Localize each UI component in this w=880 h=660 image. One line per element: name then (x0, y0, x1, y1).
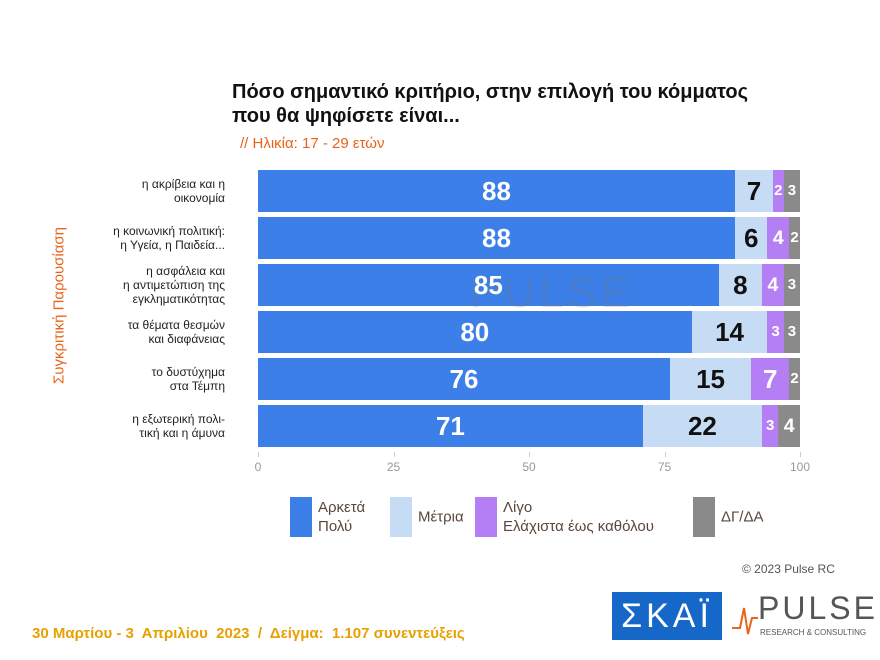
bar-segment (258, 311, 692, 353)
legend-label: Αρκετά Πολύ (318, 499, 366, 535)
category-label: η ασφάλεια και η αντιμετώπιση της εγκλημ… (123, 264, 225, 306)
legend-swatch (693, 497, 715, 537)
bar-segment (767, 311, 784, 353)
skai-logo: ΣΚΑΪ (612, 592, 722, 640)
value-label: 4 (772, 227, 784, 249)
value-label: 85 (473, 270, 503, 300)
category-label: η εξωτερική πολι- τική και η άμυνα (132, 412, 225, 440)
category-label: το δυστύχημα στα Τέμπη (151, 365, 225, 393)
value-label: 7 (762, 364, 778, 394)
watermark: PULSE (470, 268, 635, 317)
pulse-logo-sub: RESEARCH & CONSULTING (760, 628, 867, 637)
value-label: 2 (774, 182, 783, 199)
bar-segment (734, 170, 773, 212)
value-label: 6 (743, 223, 759, 253)
value-label: 22 (687, 411, 717, 441)
value-label: 15 (696, 364, 726, 394)
x-tick (664, 452, 666, 457)
x-tick (800, 452, 801, 457)
value-label: 4 (767, 274, 779, 296)
bar-segment (669, 358, 752, 400)
bar-segment (258, 264, 719, 306)
x-tick-label: 50 (522, 460, 536, 474)
value-label: 3 (787, 323, 797, 340)
bar-segment (258, 358, 670, 400)
bar-segment (778, 405, 800, 447)
legend-label: Λίγο Ελάχιστα έως καθόλου (503, 499, 654, 535)
pulse-icon (732, 607, 758, 635)
category-label: η ακρίβεια και η οικονομία (141, 177, 225, 205)
bar-segment (718, 264, 763, 306)
x-tick-label: 100 (789, 460, 811, 474)
bar-segment (258, 170, 735, 212)
bar-segment (691, 311, 768, 353)
value-label: 2 (790, 229, 799, 246)
value-label: 14 (715, 317, 744, 347)
copyright: © 2023 Pulse RC (742, 562, 835, 576)
value-label: 2 (790, 370, 799, 387)
bar-segment (762, 264, 784, 306)
x-tick (258, 452, 259, 457)
chart-subtitle: // Ηλικία: 17 - 29 ετών (240, 135, 385, 152)
x-tick-label: 75 (657, 460, 672, 474)
bar-segment (789, 217, 800, 259)
legend-swatch (290, 497, 312, 537)
x-tick-label: 25 (386, 460, 401, 474)
value-label: 3 (787, 276, 797, 293)
bar-segment (751, 358, 790, 400)
bar-segment (762, 405, 779, 447)
bar-segment (789, 358, 800, 400)
category-label: τα θέματα θεσμών και διαφάνειας (127, 318, 225, 346)
bar-segment (642, 405, 763, 447)
value-label: 3 (771, 323, 780, 340)
bar-segment (734, 217, 768, 259)
bar-segment (767, 217, 790, 259)
bar-segment (783, 264, 800, 306)
category-label: η κοινωνική πολιτική: η Υγεία, η Παιδεία… (113, 224, 225, 252)
value-label: 88 (482, 176, 511, 206)
x-tick (529, 452, 530, 457)
bar-segment (783, 170, 800, 212)
legend-swatch (390, 497, 412, 537)
value-label: 8 (733, 270, 748, 300)
value-label: 3 (766, 417, 775, 434)
footer: 30 Μαρτίου - 3 Απριλίου 2023 / Δείγμα: 1… (32, 625, 465, 642)
value-label: 3 (787, 182, 797, 199)
value-label: 76 (449, 364, 479, 394)
legend-label: Μέτρια (418, 508, 464, 526)
legend-swatch (475, 497, 497, 537)
bar-segment (783, 311, 800, 353)
value-label: 4 (783, 415, 795, 437)
bar-segment (258, 405, 643, 447)
chart-title: Πόσο σημαντικό κριτήριο, στην επιλογή το… (232, 81, 748, 127)
pulse-logo: PULSE (758, 590, 878, 626)
value-label: 7 (746, 176, 762, 206)
x-tick (393, 452, 395, 457)
x-tick-label: 0 (254, 460, 262, 474)
legend-label: ΔΓ/ΔΑ (721, 508, 764, 526)
value-label: 71 (435, 411, 465, 441)
bar-segment (258, 217, 735, 259)
bar-segment (772, 170, 784, 212)
value-label: 80 (460, 317, 490, 347)
y-axis-label: Συγκριτική Παρουσίαση (50, 226, 68, 385)
value-label: 88 (482, 223, 511, 253)
